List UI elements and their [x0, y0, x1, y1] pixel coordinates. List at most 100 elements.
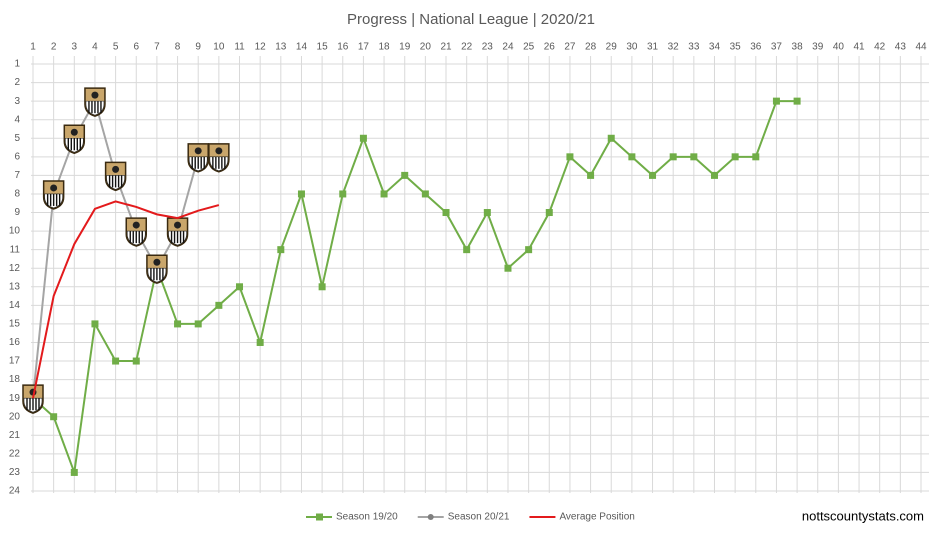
x-tick-label: 18: [379, 42, 391, 53]
point: [752, 153, 760, 161]
point: [710, 171, 718, 179]
badge-emblem: [153, 258, 161, 266]
badge-marker: [104, 161, 127, 192]
point: [525, 246, 533, 254]
x-tick-label: 28: [585, 42, 597, 53]
x-tick-label: 35: [730, 42, 742, 53]
x-tick-label: 32: [668, 42, 680, 53]
x-tick-label: 21: [440, 42, 452, 53]
y-tick-label: 16: [9, 337, 21, 348]
x-tick-label: 24: [502, 42, 514, 53]
x-tick-label: 12: [255, 42, 267, 53]
point: [339, 190, 347, 198]
legend-marker: [316, 513, 323, 521]
badge-emblem: [112, 165, 120, 173]
badge-marker: [166, 217, 189, 247]
point: [587, 171, 595, 179]
x-tick-label: 16: [337, 42, 349, 53]
point: [421, 190, 429, 198]
series: [32, 200, 220, 399]
x-tick-label: 13: [275, 42, 287, 53]
point: [174, 320, 182, 328]
point: [256, 338, 264, 346]
point: [463, 246, 471, 254]
y-tick-label: 13: [9, 281, 21, 292]
x-tick-label: 19: [399, 42, 411, 53]
point: [483, 209, 491, 217]
badge-emblem: [70, 128, 78, 136]
point: [504, 264, 512, 272]
x-tick-label: 20: [420, 42, 432, 53]
point: [607, 134, 615, 142]
x-tick-label: 44: [915, 42, 927, 53]
point: [112, 357, 120, 365]
x-tick-label: 1: [30, 42, 36, 53]
y-tick-label: 23: [9, 467, 21, 478]
series: [22, 87, 230, 414]
y-tick-label: 22: [9, 449, 21, 460]
point: [649, 171, 657, 179]
series-line: [32, 200, 220, 399]
y-tick-label: 11: [10, 244, 21, 255]
legend-label: Average Position: [559, 512, 634, 523]
x-tick-label: 26: [544, 42, 556, 53]
badge-emblem: [91, 91, 99, 99]
point: [401, 171, 409, 179]
x-tick-label: 9: [195, 42, 201, 53]
x-tick-label: 17: [358, 42, 370, 53]
x-tick-label: 14: [296, 42, 308, 53]
y-tick-label: 21: [9, 430, 21, 441]
x-tick-label: 37: [771, 42, 783, 53]
x-tick-label: 10: [213, 42, 225, 53]
x-tick-label: 4: [92, 42, 98, 53]
y-tick-label: 10: [9, 226, 21, 237]
x-tick-label: 11: [234, 42, 245, 53]
watermark: nottscountystats.com: [802, 508, 924, 523]
x-tick-label: 41: [853, 42, 865, 53]
x-tick-label: 27: [564, 42, 576, 53]
point: [297, 190, 305, 198]
point: [628, 153, 636, 161]
x-tick-label: 6: [133, 42, 139, 53]
point: [70, 468, 78, 476]
y-tick-label: 2: [14, 77, 20, 88]
point: [277, 246, 285, 254]
badge-marker: [146, 254, 168, 285]
x-tick-label: 34: [709, 42, 721, 53]
point: [359, 134, 367, 142]
badge-marker: [22, 384, 44, 414]
badge-marker: [84, 87, 106, 117]
point: [215, 301, 223, 309]
legend-marker: [427, 514, 434, 520]
point: [318, 283, 326, 291]
x-tick-label: 22: [461, 42, 473, 53]
x-tick-label: 38: [792, 42, 804, 53]
legend-label: Season 20/21: [448, 512, 510, 523]
badge-emblem: [215, 147, 223, 155]
badge-marker: [63, 124, 86, 155]
y-tick-label: 17: [9, 356, 21, 367]
x-tick-label: 36: [750, 42, 762, 53]
point: [380, 190, 388, 198]
badge-emblem: [50, 184, 58, 192]
point: [132, 357, 140, 365]
x-tick-label: 2: [51, 42, 57, 53]
x-tick-label: 15: [317, 42, 329, 53]
x-tick-label: 43: [895, 42, 907, 53]
x-tick-label: 33: [688, 42, 700, 53]
x-tick-label: 29: [606, 42, 618, 53]
point: [442, 209, 450, 217]
y-tick-label: 4: [14, 114, 20, 125]
y-tick-label: 18: [9, 374, 21, 385]
point: [50, 413, 58, 421]
badge-emblem: [194, 147, 202, 155]
x-tick-label: 5: [113, 42, 119, 53]
legend: Season 19/20 Season 20/21 Average Position: [306, 512, 635, 523]
point: [793, 97, 801, 105]
y-tick-label: 5: [14, 133, 20, 144]
badge-marker: [125, 217, 148, 247]
badge-marker: [42, 180, 65, 210]
y-tick-label: 24: [9, 486, 21, 497]
chart-title: Progress | National League | 2020/21: [347, 11, 595, 28]
